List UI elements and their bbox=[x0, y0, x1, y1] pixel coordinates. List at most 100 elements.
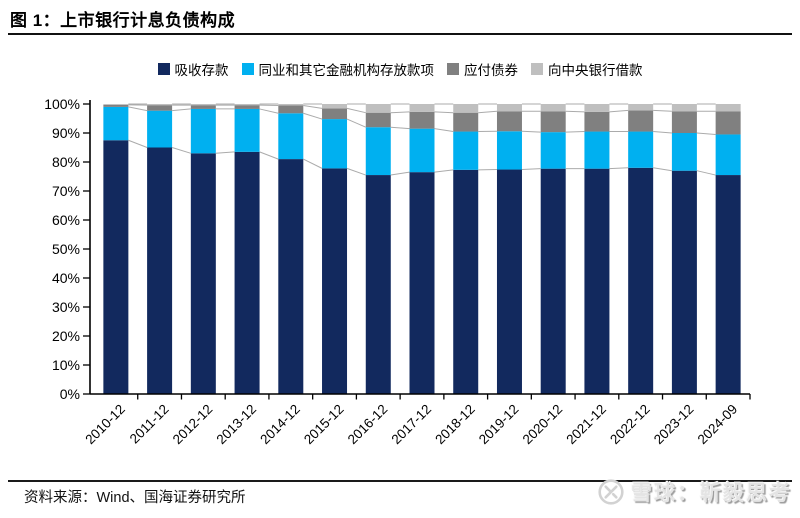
connector-line bbox=[172, 108, 191, 112]
connector-line bbox=[346, 167, 366, 176]
bar-segment bbox=[278, 104, 304, 106]
bar-segment bbox=[147, 147, 173, 394]
legend-swatch bbox=[241, 63, 254, 75]
connector-line bbox=[259, 151, 279, 160]
bar-segment bbox=[409, 111, 435, 129]
bar-segment bbox=[453, 112, 479, 132]
y-axis-tick-label: 80% bbox=[52, 154, 80, 170]
bar-segment bbox=[278, 113, 304, 160]
bar-segment bbox=[147, 105, 173, 111]
legend-item: 同业和其它金融机构存放款项 bbox=[241, 59, 435, 79]
bar-segment bbox=[234, 151, 260, 394]
bar-segment bbox=[234, 104, 260, 106]
bar-segment bbox=[147, 110, 173, 148]
bar-segment bbox=[715, 104, 741, 112]
legend-swatch bbox=[157, 63, 170, 75]
bar-segment bbox=[628, 131, 654, 168]
connector-line bbox=[346, 107, 366, 114]
bar-segment bbox=[715, 134, 741, 176]
bar-segment bbox=[103, 106, 129, 141]
connector-line bbox=[215, 151, 235, 154]
bar-segment bbox=[322, 168, 348, 394]
x-axis-tick-label: 2017-12 bbox=[388, 402, 434, 448]
connector-line bbox=[565, 110, 585, 113]
bar-segment bbox=[671, 170, 697, 394]
bar-segment bbox=[103, 104, 129, 105]
stacked-bar-chart: 100% 90% 80% 70% 60% 50% 40% 30% 20% 10% 0%2010-12… bbox=[44, 96, 751, 448]
bar-segment bbox=[496, 104, 522, 112]
x-axis-tick-label: 2014-12 bbox=[257, 402, 303, 448]
y-axis-tick-label: 70% bbox=[52, 183, 80, 199]
watermark: 雪球：靳毅思考 bbox=[597, 477, 792, 507]
bar-segment bbox=[190, 104, 216, 106]
bar-segment bbox=[584, 168, 610, 394]
connector-line bbox=[696, 132, 716, 135]
bar-segment bbox=[190, 108, 216, 154]
connector-line bbox=[434, 169, 454, 173]
bar-segment bbox=[409, 104, 435, 112]
legend-swatch bbox=[531, 63, 543, 75]
x-axis-tick-label: 2010-12 bbox=[82, 402, 128, 448]
bar-segment bbox=[540, 168, 566, 394]
bar-segment bbox=[715, 111, 741, 135]
y-axis-tick-label: 60% bbox=[52, 212, 80, 228]
connector-line bbox=[653, 109, 672, 112]
legend-label: 应付债券 bbox=[464, 63, 518, 78]
connector-line bbox=[303, 158, 323, 169]
y-axis-tick-label: 50% bbox=[52, 241, 80, 257]
bar-segment bbox=[365, 175, 391, 394]
bar-segment bbox=[365, 112, 391, 128]
bar-segment bbox=[715, 175, 741, 394]
connector-line bbox=[565, 131, 585, 133]
connector-line bbox=[303, 112, 323, 120]
legend-label: 同业和其它金融机构存放款项 bbox=[258, 63, 435, 78]
connector-line bbox=[390, 126, 410, 130]
x-axis-tick-label: 2011-12 bbox=[127, 402, 172, 447]
bar-segment bbox=[190, 153, 216, 394]
connector-line bbox=[434, 111, 454, 114]
x-axis-tick-label: 2019-12 bbox=[476, 402, 522, 448]
bar-segment bbox=[628, 110, 654, 132]
bar-segment bbox=[496, 131, 522, 170]
y-axis-tick-label: 10% bbox=[52, 357, 80, 373]
bar-segment bbox=[453, 104, 479, 113]
y-axis-tick-label: 30% bbox=[52, 299, 80, 315]
bar-segment bbox=[103, 140, 129, 394]
connector-line bbox=[128, 139, 148, 148]
x-axis-tick-label: 2012-12 bbox=[170, 402, 216, 448]
connector-line bbox=[303, 104, 323, 109]
bar-segment bbox=[496, 111, 522, 132]
bar-segment bbox=[496, 169, 522, 394]
bar-segment bbox=[103, 104, 129, 107]
connector-line bbox=[128, 106, 148, 112]
y-axis-tick-label: 90% bbox=[52, 125, 80, 141]
bar-segment bbox=[278, 159, 304, 394]
bar-segment bbox=[671, 111, 697, 133]
connector-line bbox=[259, 108, 279, 114]
connector-line bbox=[653, 131, 672, 134]
y-axis-tick-label: 0% bbox=[60, 386, 80, 402]
bar-segment bbox=[453, 169, 479, 394]
connector-line bbox=[390, 171, 410, 176]
x-axis-tick-label: 2015-12 bbox=[301, 402, 347, 448]
bar-segment bbox=[322, 104, 348, 109]
connector-line bbox=[478, 110, 498, 114]
connector-line bbox=[521, 168, 541, 171]
bar-segment bbox=[234, 108, 260, 152]
bar-segment bbox=[628, 104, 654, 111]
legend-item: 向中央银行借款 bbox=[531, 59, 643, 79]
bar-segment bbox=[190, 105, 216, 109]
y-axis-tick-label: 40% bbox=[52, 270, 80, 286]
xueqiu-logo-icon bbox=[598, 479, 624, 505]
bar-segment bbox=[409, 128, 435, 173]
legend-item: 应付债券 bbox=[447, 59, 518, 79]
bar-segment bbox=[147, 104, 173, 106]
bar-segment bbox=[671, 104, 697, 112]
legend-swatch bbox=[447, 63, 459, 75]
legend-label: 向中央银行借款 bbox=[548, 63, 643, 78]
y-axis-tick-label: 100% bbox=[44, 96, 80, 112]
connector-line bbox=[521, 130, 541, 133]
connector-line bbox=[390, 111, 410, 114]
connector-line bbox=[653, 167, 672, 172]
